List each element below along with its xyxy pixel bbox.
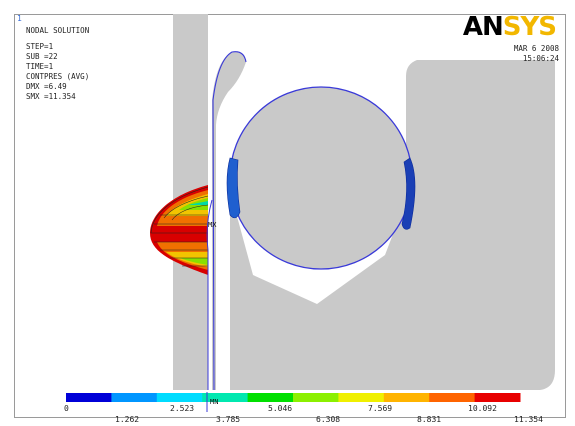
info-line: STEP=1 [26, 42, 54, 51]
legend-color-bar [66, 393, 521, 402]
legend-label: 0 [64, 404, 69, 413]
contact-pressure-contours [150, 185, 209, 275]
legend-label: 8.831 [417, 415, 442, 424]
ring-part [229, 86, 413, 270]
legend-label: 7.569 [368, 404, 393, 413]
max-marker: MX [208, 221, 217, 229]
right-contact-zone [401, 157, 416, 230]
legend-label: 2.523 [170, 404, 195, 413]
info-line: NODAL SOLUTION [26, 26, 90, 35]
info-line: DMX =6.49 [26, 82, 67, 91]
legend-swatch [247, 393, 294, 402]
legend-swatch [293, 393, 339, 402]
left-contact-zone [226, 157, 241, 219]
housing-body [230, 60, 555, 390]
legend-label: 5.046 [268, 404, 293, 413]
ansys-logo: ANSYS [462, 12, 557, 42]
timestamp: MAR 6 2008 15:06:24 [514, 44, 559, 64]
legend-swatch [111, 393, 158, 402]
info-line: TIME=1 [26, 62, 54, 71]
legend-swatch [66, 393, 112, 402]
info-line: SUB =22 [26, 52, 58, 61]
legend-label: 10.092 [468, 404, 497, 413]
legend-label: 6.308 [316, 415, 341, 424]
legend-swatch [338, 393, 385, 402]
time-text: 15:06:24 [522, 54, 559, 63]
legend-label: 11.354 [514, 415, 543, 424]
plate-outline [206, 199, 213, 390]
solution-info: NODAL SOLUTION STEP=1 SUB =22 TIME=1 CON… [26, 26, 89, 102]
legend-swatch [156, 393, 203, 402]
legend-label: 1.262 [115, 415, 140, 424]
info-line: SMX =11.354 [26, 92, 76, 101]
window-number: 1 [17, 14, 22, 23]
legend-swatch [202, 393, 249, 402]
legend-swatch [474, 393, 521, 402]
min-marker: MN [210, 398, 219, 406]
date-text: MAR 6 2008 [513, 44, 559, 53]
legend-swatch [429, 393, 476, 402]
info-line: CONTPRES (AVG) [26, 72, 90, 81]
legend-swatch [383, 393, 430, 402]
deformed-outline [212, 51, 247, 391]
legend-label: 3.785 [216, 415, 241, 424]
